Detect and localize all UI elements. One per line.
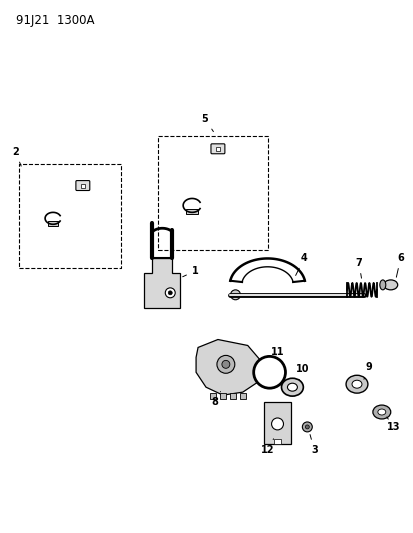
Bar [273,439,281,444]
Ellipse shape [351,380,361,388]
Text: 2: 2 [12,147,21,166]
Ellipse shape [372,405,390,419]
Text: 5: 5 [201,114,213,132]
Text: 7: 7 [355,258,361,278]
Bar [48,221,58,227]
Bar [229,393,235,399]
Ellipse shape [379,280,385,290]
Circle shape [301,422,311,432]
Text: 13: 13 [386,417,399,432]
Circle shape [168,291,172,295]
Ellipse shape [383,280,397,290]
Bar [219,393,225,399]
Text: 8: 8 [211,392,220,407]
Text: 10: 10 [295,365,309,380]
Bar [216,147,219,151]
Ellipse shape [281,378,303,396]
Circle shape [221,360,229,368]
Text: 9: 9 [363,362,371,379]
Text: 3: 3 [309,434,317,455]
Circle shape [305,425,309,429]
Polygon shape [144,258,180,308]
Circle shape [230,290,240,300]
Text: 1: 1 [182,266,198,277]
Bar [263,402,291,444]
Text: 11: 11 [270,348,284,358]
Text: 12: 12 [260,439,274,455]
Ellipse shape [377,409,385,415]
Text: 4: 4 [295,253,307,276]
Bar [81,183,85,188]
Text: 91J21  1300A: 91J21 1300A [16,14,95,27]
Bar [186,209,197,214]
Circle shape [271,418,283,430]
Bar [239,393,245,399]
Bar [209,393,216,399]
Polygon shape [196,340,259,395]
Circle shape [216,356,234,373]
FancyBboxPatch shape [211,144,224,154]
Ellipse shape [345,375,367,393]
Circle shape [253,357,285,388]
Ellipse shape [287,383,297,391]
Circle shape [165,288,175,298]
Text: 6: 6 [395,253,403,277]
FancyBboxPatch shape [76,181,90,190]
